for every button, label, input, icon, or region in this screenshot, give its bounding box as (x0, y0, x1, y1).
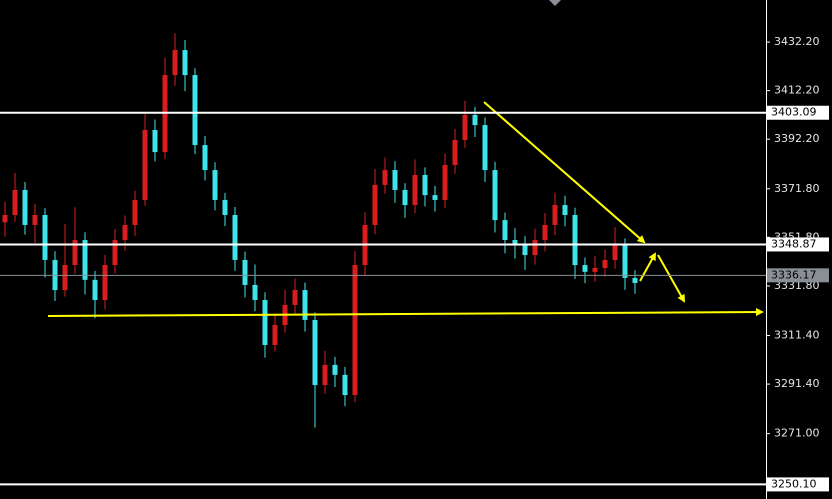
candle-body (522, 244, 528, 256)
candle-body (212, 170, 218, 200)
candle-body (112, 240, 118, 266)
candle-body (482, 125, 488, 171)
trend-arrow (639, 252, 656, 282)
candle-body (42, 215, 48, 260)
candle-body (382, 170, 388, 185)
y-tick-label: 3291.40 (774, 377, 820, 390)
candle-body (132, 199, 138, 225)
y-tick-label: 3412.20 (774, 84, 820, 97)
candle-body (432, 195, 438, 200)
candle-body (292, 290, 298, 305)
candle-body (12, 189, 18, 216)
trend-arrow (657, 254, 685, 303)
candle-body (242, 259, 248, 285)
price-level-label: 3336.17 (771, 268, 817, 281)
candle-body (312, 319, 318, 386)
price-level-box (767, 477, 829, 492)
candle-body (452, 139, 458, 165)
candle-body (82, 240, 88, 280)
candle-body (632, 277, 638, 284)
candle-body (572, 215, 578, 266)
candle-body (602, 259, 608, 268)
candle-body (92, 279, 98, 301)
candle-body (202, 145, 208, 171)
candle-body (562, 205, 568, 216)
candle-body (622, 244, 628, 278)
candle-body (72, 240, 78, 266)
price-level-label: 3250.10 (771, 477, 817, 490)
candle-body (472, 114, 478, 126)
plot (2, 33, 638, 428)
candle-body (612, 244, 618, 260)
candle-body (302, 290, 308, 320)
candle-body (322, 364, 328, 386)
price-level-label: 3403.09 (771, 106, 817, 119)
candle-body (492, 170, 498, 221)
candle-body (152, 129, 158, 153)
candle-body (102, 265, 108, 301)
price-level-box (767, 105, 829, 120)
price-level-box (767, 237, 829, 252)
candle-body (272, 325, 278, 345)
y-tick-label: 3432.20 (774, 35, 820, 48)
candle-body (462, 114, 468, 140)
y-tick-label: 3271.00 (774, 427, 820, 440)
candle-body (372, 184, 378, 225)
candle-body (232, 215, 238, 260)
price-level-box (767, 268, 829, 283)
candle-body (412, 174, 418, 206)
candle-body (542, 224, 548, 241)
candle-body (352, 265, 358, 396)
scroll-marker (549, 0, 561, 6)
annotations (47, 101, 764, 317)
y-tick-label: 3392.20 (774, 132, 820, 145)
candle-body (532, 240, 538, 256)
candle-body (442, 164, 448, 200)
candle-body (512, 240, 518, 245)
candle-body (342, 374, 348, 396)
y-tick-label: 3371.80 (774, 182, 820, 195)
candle-body (592, 267, 598, 272)
trend-arrow (483, 101, 646, 244)
candle-body (222, 199, 228, 216)
candle-body (182, 50, 188, 76)
candle-body (422, 174, 428, 196)
support-line (47, 308, 764, 317)
candle-body (252, 284, 258, 301)
candle-body (32, 215, 38, 225)
candle-body (2, 215, 8, 223)
y-tick-label: 3311.40 (774, 329, 820, 342)
candle-body (552, 205, 558, 225)
price-level-label: 3348.87 (771, 237, 817, 250)
candle-body (22, 189, 28, 225)
candle-body (192, 75, 198, 146)
candle-body (392, 170, 398, 190)
candle-body (262, 300, 268, 345)
candle-body (142, 129, 148, 200)
candle-body (172, 50, 178, 76)
candle-body (122, 224, 128, 241)
candle-body (62, 265, 68, 291)
candle-body (402, 189, 408, 206)
candle-body (332, 364, 338, 375)
candle-body (582, 265, 588, 272)
candle-body (502, 220, 508, 241)
